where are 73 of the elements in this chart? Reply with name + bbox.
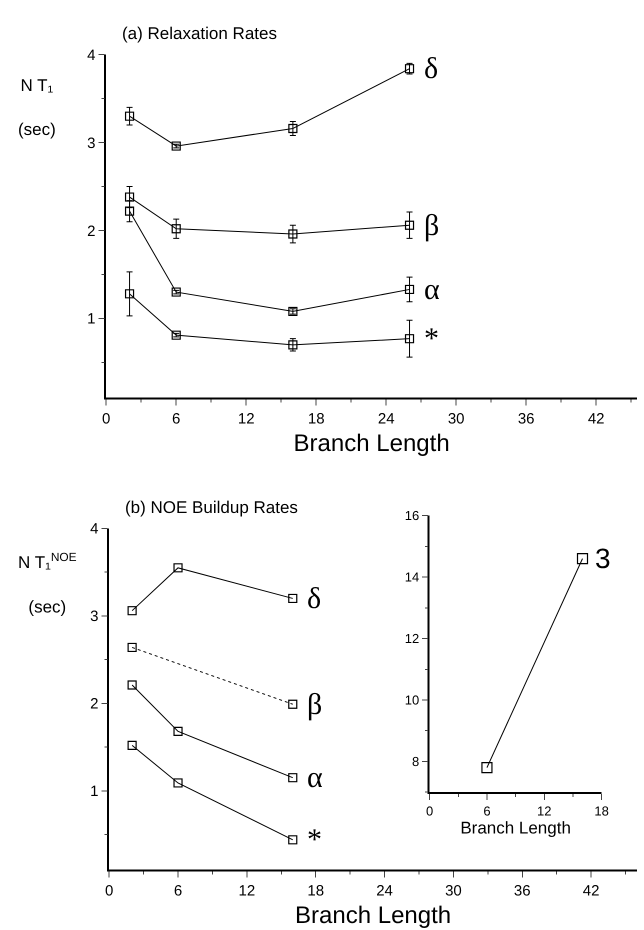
series-label: * [307,823,322,856]
x-axis-title: Branch Length [460,818,571,838]
x-tick-label: 0 [426,804,434,819]
point [128,740,137,750]
x-tick-label: 0 [102,410,110,428]
point [128,642,137,652]
point [128,680,137,690]
x-tick-label: 12 [238,882,256,900]
y-tick-label: 4 [87,46,96,64]
point [173,563,183,572]
text: N T₁$^{NOE}$ (sec) [18,550,77,616]
series-label: α [307,761,323,794]
x-axis-title: Branch Length [294,430,450,458]
x-tick-label: 30 [445,882,462,900]
point [124,112,134,121]
x-tick-label: 12 [238,410,255,428]
series-label: δ [307,582,322,615]
x-tick-label: 24 [378,410,395,428]
x-tick-label: 18 [307,882,324,900]
point [173,726,183,736]
y-tick-label: 3 [87,134,96,152]
x-tick-label: 36 [518,410,535,428]
point [288,835,298,844]
point [288,773,298,782]
y-tick-label: 10 [404,692,420,708]
x-tick-label: 42 [582,882,600,900]
chart-title: (b) NOE Buildup Rates [125,498,298,517]
point [404,284,414,294]
point [172,141,181,151]
series-label: * [424,322,439,355]
text: N T₁ (sec) [18,76,56,140]
x-tick-label: 6 [174,882,182,900]
y-tick-label: 1 [87,310,96,328]
x-tick-label: 42 [588,410,605,428]
y-tick-label: 16 [404,508,420,524]
x-tick-label: 18 [594,804,609,819]
point [172,224,181,234]
series-label: β [307,688,322,721]
point [288,594,298,604]
y-tick-label: 12 [404,631,420,646]
x-tick-label: 36 [514,882,531,900]
x-tick-label: 0 [105,882,114,900]
point [173,778,183,788]
x-tick-label: 30 [448,410,465,428]
point [172,330,181,340]
series-label: β [424,209,440,242]
x-tick-label: 18 [308,410,325,428]
point [288,229,298,239]
point [288,700,298,709]
x-tick-label: 6 [172,410,180,428]
series-label: α [424,273,440,306]
x-tick-label: 24 [376,882,393,900]
x-tick-label: 12 [537,804,552,819]
y-tick-label: 1 [90,783,98,800]
x-tick-label: 6 [483,804,491,819]
point [404,334,414,344]
point [128,606,137,616]
x-axis-title: Branch Length [295,902,452,930]
point [124,289,134,298]
point [172,287,181,297]
y-tick-label: 2 [87,222,96,240]
point [288,124,298,134]
point [124,192,134,202]
y-tick-label: 14 [404,570,420,585]
point [404,220,414,230]
point [124,206,134,216]
series-label: 3 [595,543,611,574]
series-label: δ [424,52,438,85]
y-tick-label: 4 [90,520,98,538]
y-tick-label: 3 [90,608,98,626]
y-tick-label: 8 [412,754,420,770]
chart-title: (a) Relaxation Rates [122,24,277,43]
y-tick-label: 2 [90,696,98,713]
